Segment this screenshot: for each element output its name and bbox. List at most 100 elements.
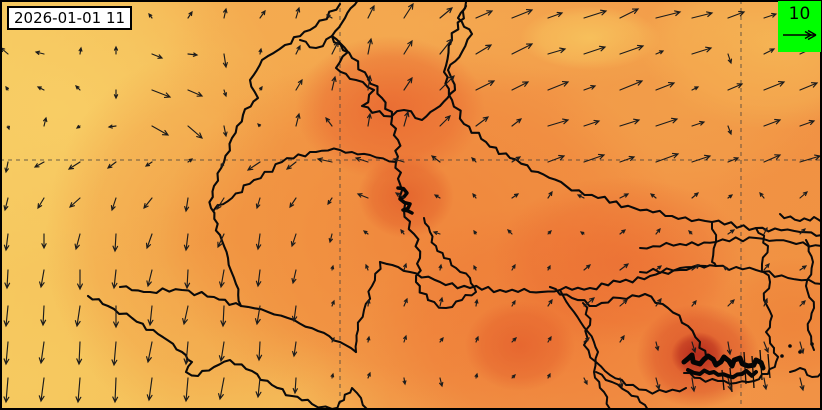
wind-arrow: [691, 86, 700, 91]
wind-arrow: [295, 78, 303, 91]
wind-arrow: [3, 233, 10, 252]
wind-arrow: [722, 266, 729, 271]
wind-arrow: [354, 156, 369, 163]
wind-arrow: [547, 230, 552, 235]
heat-blob: [45, 50, 365, 410]
dense-coast-feature: [681, 352, 766, 371]
wind-arrow: [473, 229, 478, 235]
wind-arrow: [77, 269, 83, 291]
wind-arrow: [433, 194, 441, 199]
wind-arrow: [146, 269, 153, 288]
wind-arrow: [438, 263, 443, 271]
state-boundary: [639, 264, 822, 285]
state-boundary: [755, 227, 775, 349]
wind-arrow: [366, 112, 372, 127]
state-boundary: [559, 289, 611, 410]
wind-arrow: [295, 112, 301, 127]
wind-arrow: [655, 50, 665, 55]
wind-arrow: [762, 377, 768, 391]
wind-arrow: [583, 45, 607, 55]
wind-arrow: [511, 118, 523, 127]
wind-arrow: [331, 299, 335, 307]
tidal-channel: [751, 355, 755, 389]
wind-arrow: [367, 37, 373, 55]
wind-arrow: [691, 192, 700, 199]
wind-arrow: [655, 265, 663, 271]
wind-arrow: [619, 263, 630, 271]
wind-arrow: [439, 336, 444, 343]
wind-arrow: [403, 262, 407, 271]
wind-arrow: [691, 264, 701, 271]
wind-arrow: [583, 297, 596, 307]
wind-arrow: [148, 12, 153, 19]
wind-arrow: [799, 341, 805, 355]
wind-arrow: [184, 269, 191, 290]
wind-arrow: [41, 233, 47, 250]
wind-arrow: [511, 81, 530, 91]
wind-arrow: [316, 157, 333, 163]
wind-arrow: [403, 297, 408, 307]
wind-arrow: [726, 341, 732, 356]
wind-arrow: [475, 335, 479, 343]
wind-arrow: [727, 10, 746, 19]
wind-arrow: [547, 118, 570, 127]
wind-arrow: [366, 74, 372, 91]
state-boundary: [779, 213, 822, 223]
wind-arrow: [547, 264, 551, 271]
wind-arrow: [439, 37, 453, 55]
wind-arrow: [691, 11, 714, 19]
wind-arrow: [547, 154, 566, 163]
wind-arrow: [291, 269, 297, 285]
wind-arrow: [583, 119, 601, 127]
wind-arrow: [4, 269, 11, 290]
wind-arrow: [392, 157, 405, 163]
wind-arrow: [727, 125, 732, 136]
wind-arrow: [432, 231, 441, 235]
wind-arrow: [511, 263, 516, 271]
wind-arrow: [106, 161, 117, 169]
wind-arrow: [547, 298, 553, 307]
wind-arrow: [145, 233, 153, 250]
state-boundary: [213, 147, 397, 211]
wind-arrow: [473, 264, 477, 271]
wind-arrow: [619, 8, 640, 19]
wind-arrow: [655, 82, 676, 91]
wind-arrow: [40, 305, 47, 327]
wind-arrow: [187, 52, 199, 57]
wind-arrow: [113, 45, 119, 55]
wind-arrow: [583, 9, 608, 19]
wind-arrow: [583, 264, 592, 271]
reference-arrow-icon: [782, 29, 816, 41]
wind-arrow: [356, 193, 369, 199]
wind-arrow: [37, 197, 45, 210]
wind-arrow: [258, 47, 263, 55]
wind-arrow: [110, 197, 117, 212]
wind-arrow: [292, 341, 298, 358]
wind-arrow: [619, 155, 636, 163]
wind-arrow: [799, 265, 808, 271]
wind-arrow: [619, 193, 630, 199]
wind-arrow: [325, 116, 333, 127]
wind-arrow: [579, 231, 585, 236]
wind-arrow: [402, 377, 407, 386]
wind-arrow: [256, 341, 263, 362]
wind-arrow: [113, 305, 119, 329]
wind-arrow: [583, 153, 606, 163]
wind-arrow: [727, 377, 733, 392]
wind-arrow: [366, 298, 371, 307]
state-boundary: [378, 260, 708, 294]
state-boundary: [423, 217, 477, 309]
wind-arrow: [547, 47, 567, 55]
wind-arrow: [511, 374, 516, 379]
state-boundary: [442, 4, 822, 237]
wind-arrow: [39, 269, 45, 289]
wind-arrow: [113, 89, 119, 100]
wind-arrow: [547, 190, 553, 199]
state-boundary: [118, 285, 358, 354]
state-boundary: [582, 302, 687, 395]
wind-arrow: [583, 377, 588, 386]
wind-arrow: [6, 125, 10, 131]
wind-arrow: [331, 40, 339, 55]
